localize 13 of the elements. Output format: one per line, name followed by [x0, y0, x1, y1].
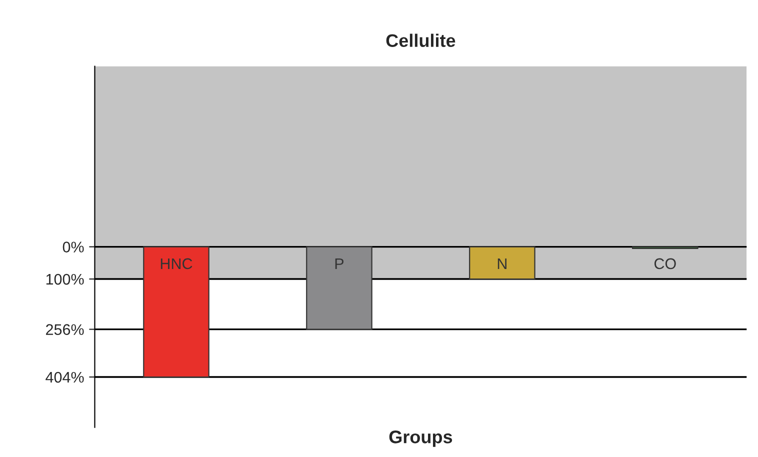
y-tick-label: 404% [46, 372, 84, 383]
x-tick-label: HNC [160, 258, 192, 270]
y-tick-label: 0% [62, 242, 84, 252]
y-tick-label: 256% [46, 324, 84, 335]
x-axis-title: Groups [389, 430, 452, 447]
x-tick-label: N [498, 258, 506, 269]
x-tick-label: CO [654, 258, 676, 270]
bar [306, 246, 372, 330]
chart-title: Cellulite [386, 34, 456, 47]
bar [143, 246, 210, 378]
bar [469, 246, 536, 280]
y-tick-label: 100% [46, 274, 84, 285]
x-tick-label: P [335, 258, 344, 269]
